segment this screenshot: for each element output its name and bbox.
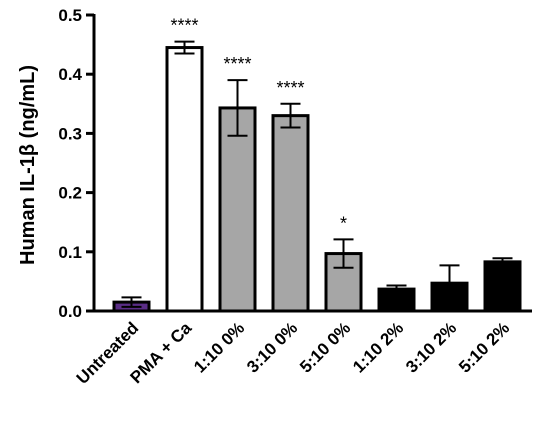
bar	[483, 260, 522, 313]
category-label: 5:10 0%	[296, 318, 354, 376]
y-axis-title: Human IL-1β (ng/mL)	[17, 65, 39, 265]
category-label: 5:10 2%	[455, 318, 513, 376]
bar	[271, 114, 310, 313]
y-tick-label: 0.5	[58, 6, 82, 25]
bar	[218, 106, 257, 313]
category-label: 1:10 2%	[349, 318, 407, 376]
category-label: 3:10 2%	[402, 318, 460, 376]
significance-label: ****	[276, 78, 304, 98]
y-tick-label: 0.4	[58, 65, 82, 84]
y-tick-label: 0.0	[58, 302, 82, 321]
y-tick-label: 0.3	[58, 124, 82, 143]
y-tick-label: 0.1	[58, 243, 82, 262]
significance-label: *	[340, 213, 347, 233]
significance-label: ****	[223, 54, 251, 74]
y-tick-label: 0.2	[58, 184, 82, 203]
category-label: 3:10 0%	[243, 318, 301, 376]
significance-label: ****	[170, 16, 198, 36]
category-label: 1:10 0%	[190, 318, 248, 376]
bar	[165, 46, 204, 313]
